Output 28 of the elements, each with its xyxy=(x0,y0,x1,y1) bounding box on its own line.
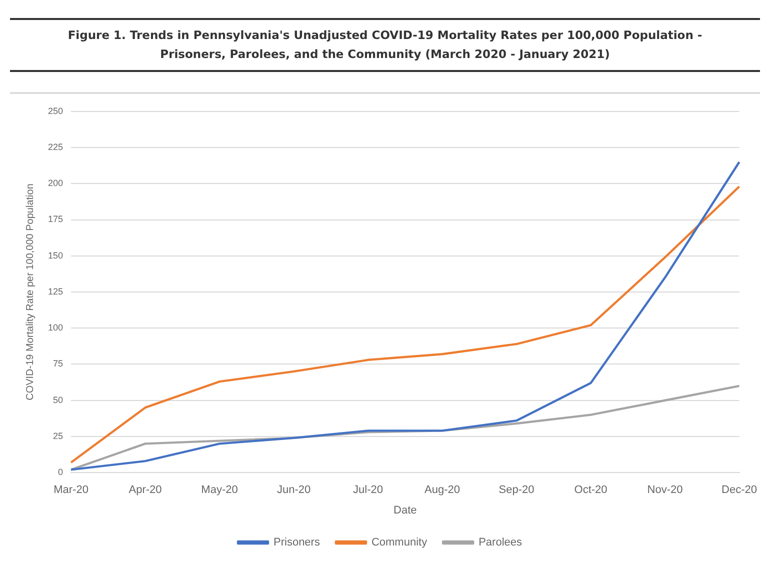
y-tick-label: 100 xyxy=(48,322,64,333)
x-tick-label: Aug-20 xyxy=(424,484,460,496)
x-tick-label: May-20 xyxy=(201,484,238,496)
y-tick-label: 75 xyxy=(53,358,64,369)
x-tick-label: Sep-20 xyxy=(498,484,534,496)
y-tick-label: 50 xyxy=(53,394,64,405)
y-axis-title: COVID-19 Mortality Rate per 100,000 Population xyxy=(24,184,36,400)
y-tick-label: 200 xyxy=(48,178,64,188)
x-tick-label: Dec-20 xyxy=(722,484,758,496)
legend-label: Prisoners xyxy=(274,536,320,549)
y-tick-label: 175 xyxy=(48,214,64,224)
text: Prisoners, Parolees, and the Community (March 2020 - January 2021) xyxy=(160,47,610,61)
legend-label: Parolees xyxy=(478,536,522,549)
y-tick-label: 250 xyxy=(48,106,64,116)
x-tick-label: Jul-20 xyxy=(353,484,383,496)
x-tick-label: Oct-20 xyxy=(574,484,608,496)
y-tick-label: 0 xyxy=(58,467,64,478)
x-tick-label: Mar-20 xyxy=(54,484,88,496)
y-tick-label: 225 xyxy=(48,142,64,152)
y-tick-label: 25 xyxy=(53,430,64,441)
x-tick-label: Nov-20 xyxy=(647,484,683,496)
x-tick-label: Apr-20 xyxy=(128,484,162,496)
legend-label: Community xyxy=(371,536,428,549)
x-axis-title: Date xyxy=(394,504,417,516)
x-tick-label: Jun-20 xyxy=(276,484,311,496)
y-tick-label: 150 xyxy=(48,250,64,260)
y-tick-label: 125 xyxy=(48,286,64,296)
text: Figure 1. Trends in Pennsylvania's Unadjusted COVID-19 Mortality Rates per 100,000 Population - xyxy=(68,28,702,42)
